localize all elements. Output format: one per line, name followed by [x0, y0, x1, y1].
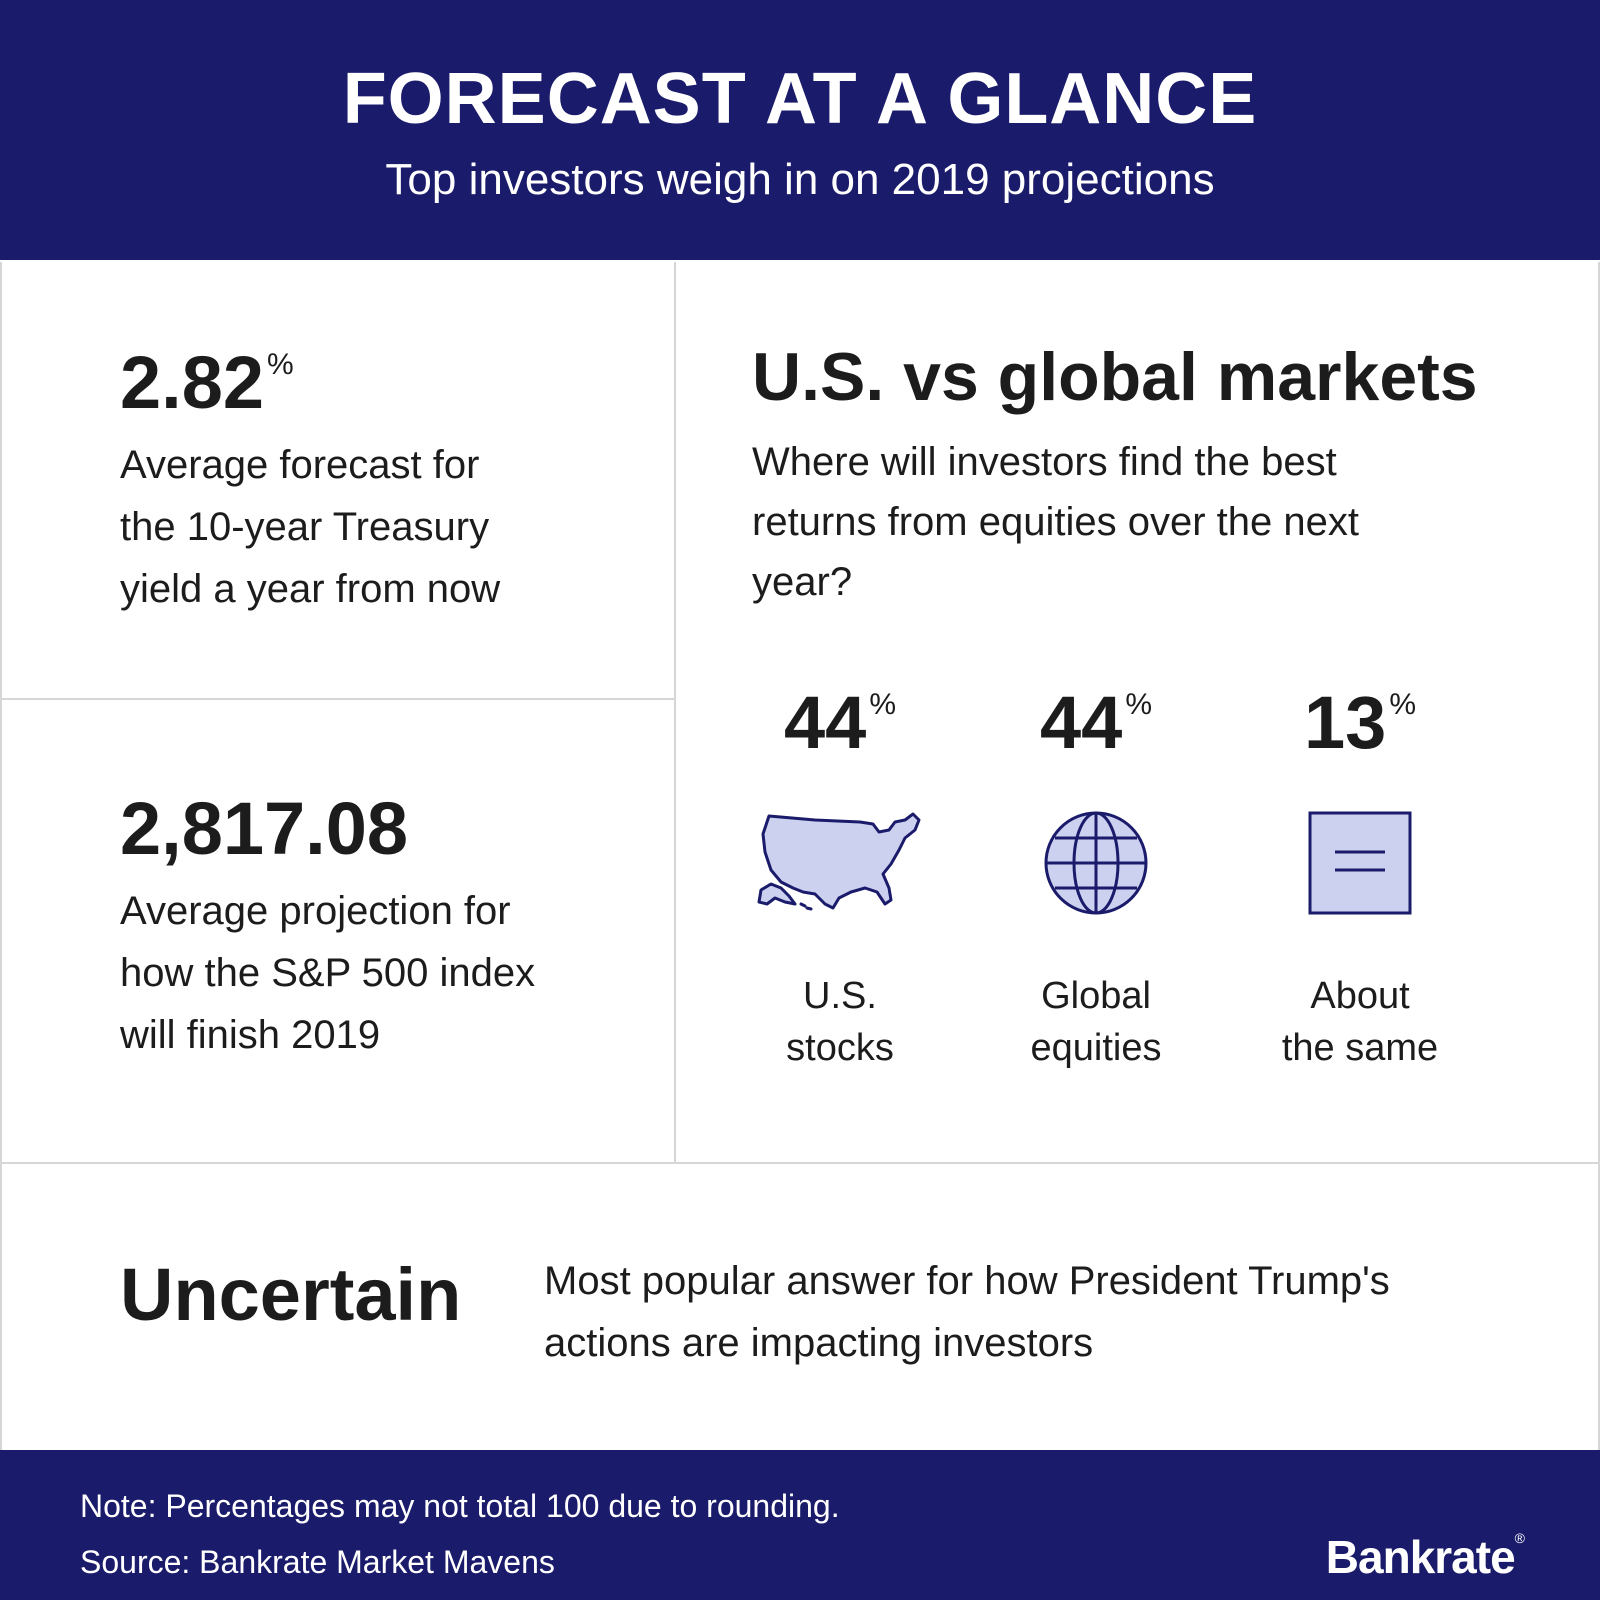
bankrate-logo: Bankrate® — [1325, 1530, 1525, 1584]
market-label-line: Global — [1041, 975, 1151, 1017]
footer-source: Source: Bankrate Market Mavens — [80, 1544, 555, 1580]
treasury-description: Average forecast for the 10-year Treasur… — [120, 443, 501, 611]
usa-map-icon — [757, 812, 921, 911]
footer-note: Note: Percentages may not total 100 due … — [80, 1488, 840, 1524]
market-pct-value: 44 — [784, 681, 867, 764]
treasury-value: 2.82 — [120, 341, 265, 424]
uncertain-description: Most popular answer for how President Tr… — [544, 1259, 1390, 1365]
market-pct: 44% — [710, 680, 970, 780]
sp500-value: 2,817.08 — [120, 787, 409, 870]
bankrate-logo-text: Bankrate — [1325, 1531, 1516, 1583]
header-banner: FORECAST AT A GLANCE Top investors weigh… — [0, 0, 1600, 260]
market-pct-unit: % — [1389, 688, 1416, 721]
market-option-global: 44% Global equities — [966, 680, 1226, 1074]
globe-icon — [1044, 811, 1148, 915]
market-label-line: About — [1310, 975, 1410, 1017]
uncertain-value: Uncertain — [120, 1253, 462, 1336]
market-pct-value: 13 — [1304, 681, 1387, 764]
market-pct: 44% — [966, 680, 1226, 780]
market-pct-value: 44 — [1040, 681, 1123, 764]
market-label-line: the same — [1281, 1027, 1439, 1069]
market-pct-unit: % — [869, 688, 896, 721]
market-pct-unit: % — [1125, 688, 1152, 721]
markets-question: Where will investors find the best retur… — [752, 440, 1359, 604]
market-label: Global equities — [966, 970, 1226, 1074]
sp500-description: Average projection for how the S&P 500 i… — [120, 889, 536, 1057]
treasury-unit: % — [267, 348, 294, 381]
treasury-stat-value: 2.82% — [120, 340, 294, 425]
frame-right-border — [1598, 262, 1600, 1450]
left-row-divider — [0, 698, 674, 700]
market-option-same: 13% About the same — [1230, 680, 1490, 1074]
section-divider — [0, 1162, 1600, 1164]
footer: Note: Percentages may not total 100 due … — [0, 1450, 1600, 1600]
market-label-line: U.S. — [803, 975, 877, 1017]
market-option-us: 44% U.S. stocks — [710, 680, 970, 1074]
frame-left-border — [0, 262, 2, 1450]
column-divider — [674, 262, 676, 1162]
market-label: About the same — [1230, 970, 1490, 1074]
market-label-line: equities — [1030, 1027, 1162, 1069]
market-label: U.S. stocks — [710, 970, 970, 1074]
bankrate-registered-mark: ® — [1514, 1530, 1525, 1546]
page-title: FORECAST AT A GLANCE — [342, 59, 1258, 139]
markets-title: U.S. vs global markets — [752, 339, 1478, 415]
market-label-line: stocks — [786, 1027, 894, 1069]
page-subtitle: Top investors weigh in on 2019 projectio… — [385, 155, 1215, 204]
equal-sign-icon — [1308, 811, 1412, 915]
market-pct: 13% — [1230, 680, 1490, 780]
sp500-stat-value: 2,817.08 — [120, 786, 408, 871]
